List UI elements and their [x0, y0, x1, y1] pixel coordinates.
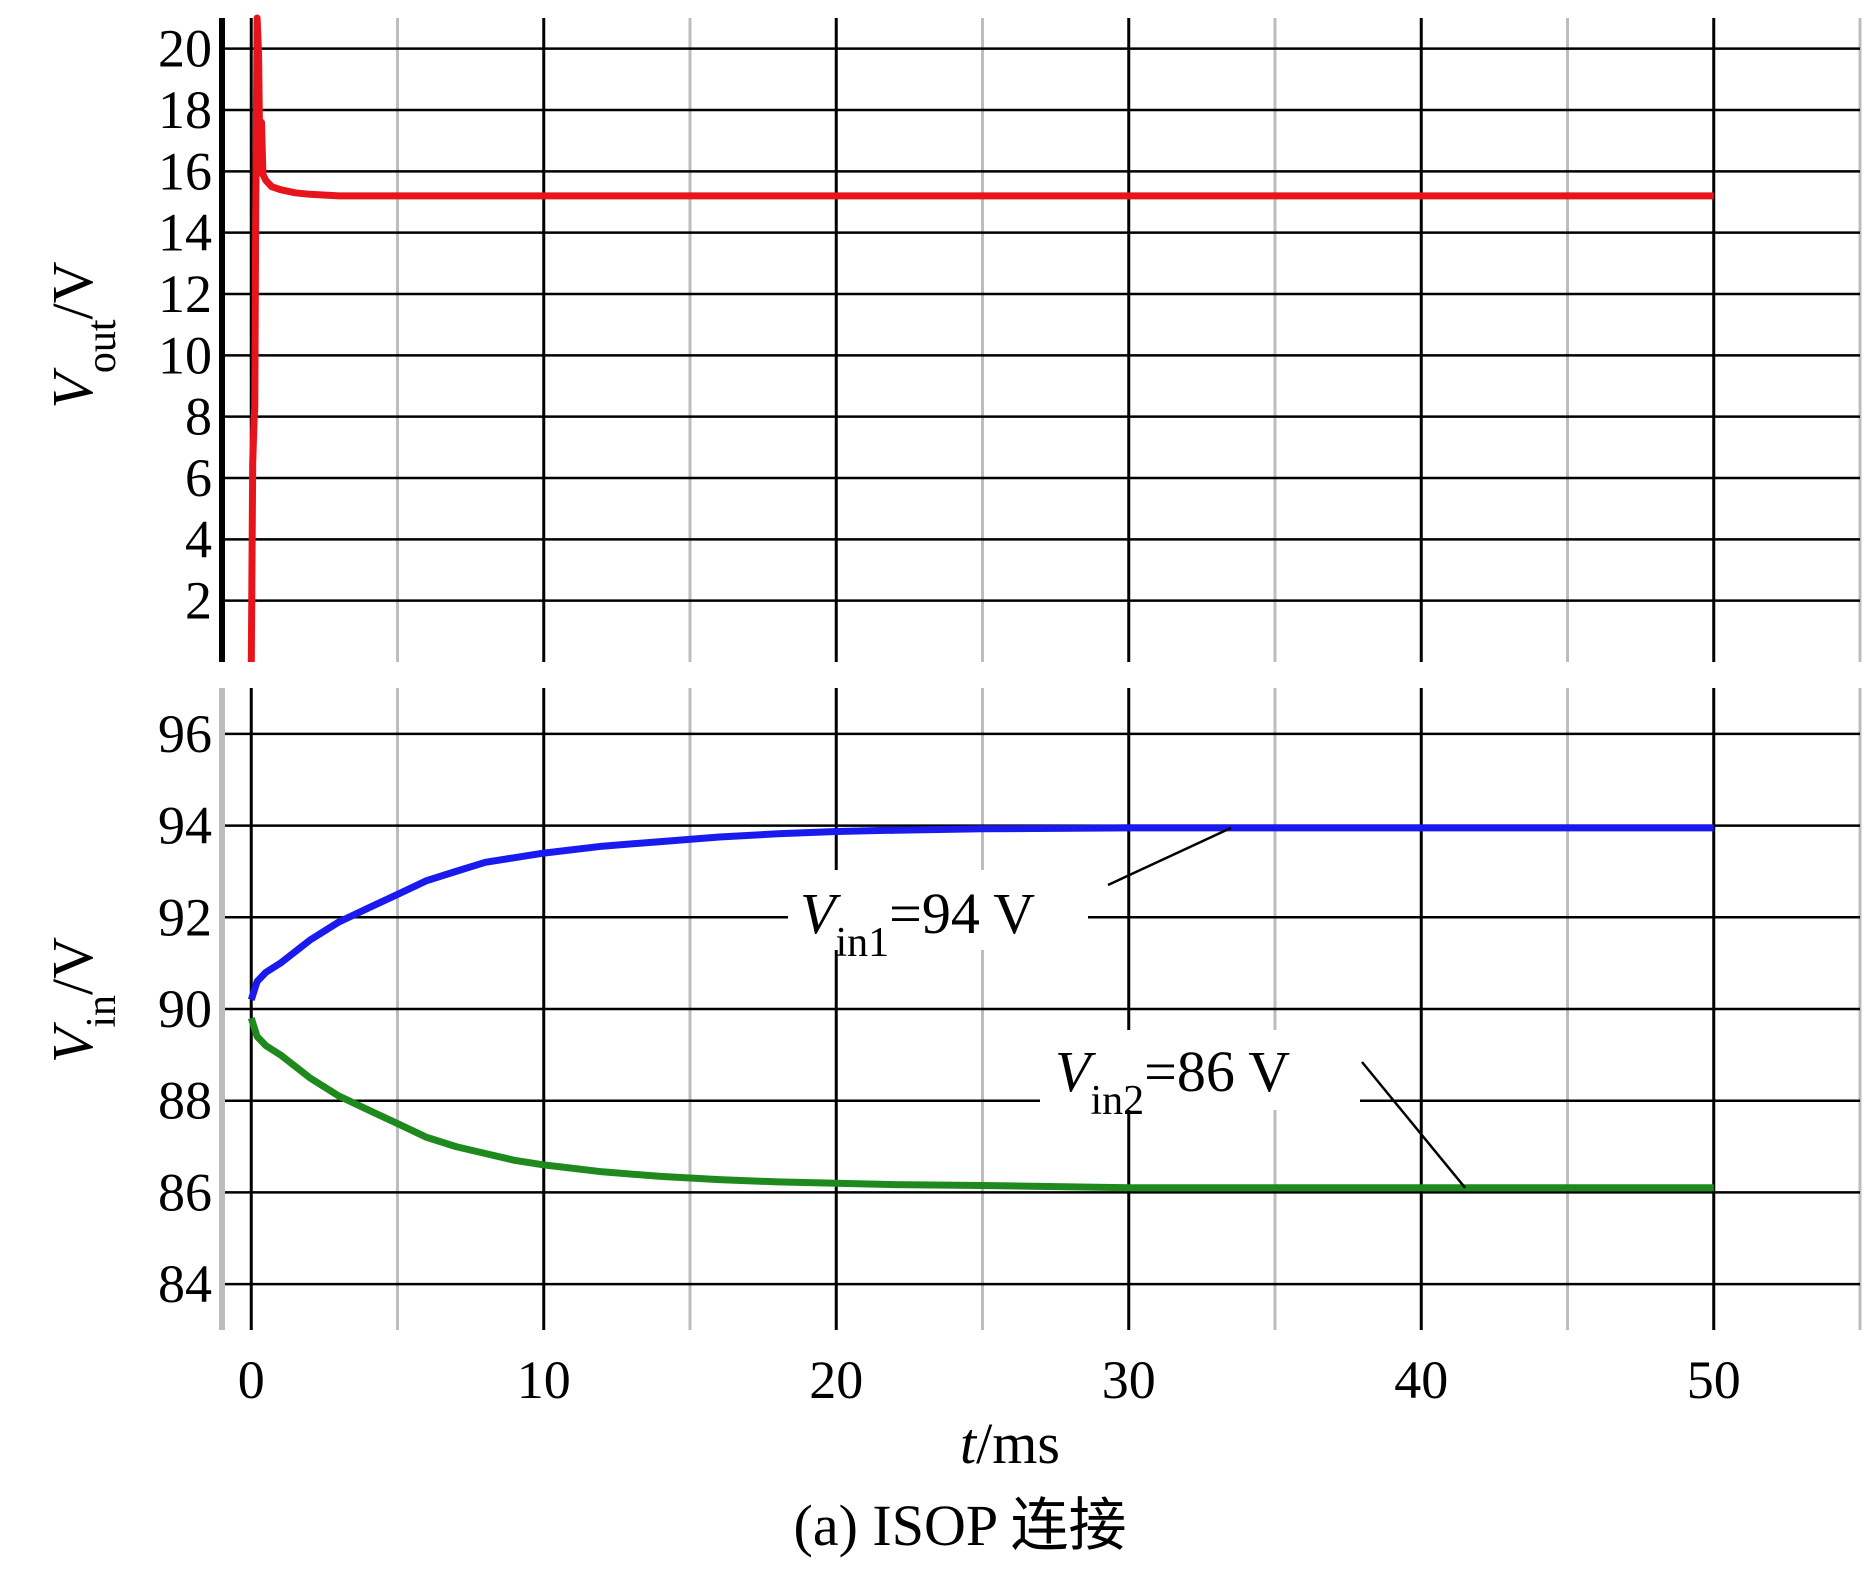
- vin2-annotation: Vin2=86 V: [1055, 1039, 1290, 1124]
- bottom-y-tick-label: 86: [158, 1162, 212, 1222]
- x-tick-label: 10: [517, 1350, 571, 1410]
- top-y-axis-title: Vout/V: [40, 261, 125, 408]
- vin1-leader-line: [1107, 826, 1232, 887]
- x-tick-label: 0: [238, 1350, 265, 1410]
- figure-caption: (a) ISOP 连接: [794, 1493, 1127, 1558]
- bottom-panel-grid: [219, 688, 1862, 1330]
- bottom-y-tick-label: 96: [158, 704, 212, 764]
- top-y-tick-label: 10: [158, 325, 212, 385]
- bottom-y-tick-label: 94: [158, 796, 212, 856]
- vin2-series-line: [247, 1017, 1714, 1192]
- top-y-tick-label: 20: [158, 19, 212, 79]
- vout-series-line: [247, 14, 1714, 663]
- vin1-label-bg: [788, 870, 1088, 950]
- vin2-label-bg: [1040, 1030, 1360, 1110]
- top-y-tick-label: 12: [158, 264, 212, 324]
- bottom-y-tick-label: 88: [158, 1071, 212, 1131]
- x-tick-label: 40: [1394, 1350, 1448, 1410]
- top-y-tick-label: 6: [185, 448, 212, 508]
- x-tick-label: 20: [809, 1350, 863, 1410]
- top-y-tick-label: 16: [158, 141, 212, 201]
- x-tick-label: 30: [1102, 1350, 1156, 1410]
- top-y-tick-label: 14: [158, 203, 212, 263]
- x-tick-label: 50: [1687, 1350, 1741, 1410]
- bottom-panel-series: [247, 824, 1714, 1192]
- top-panel-grid: [219, 18, 1862, 662]
- top-panel-series: [247, 14, 1714, 663]
- bottom-y-tick-label: 84: [158, 1254, 212, 1314]
- bottom-y-tick-label: 90: [158, 979, 212, 1039]
- bottom-y-tick-label: 92: [158, 887, 212, 947]
- bottom-y-axis-title: Vin/V: [40, 937, 125, 1063]
- vin1-annotation: Vin1=94 V: [800, 881, 1035, 966]
- top-y-tick-label: 2: [185, 571, 212, 631]
- top-y-tick-label: 18: [158, 80, 212, 140]
- top-y-tick-label: 8: [185, 387, 212, 447]
- x-axis-title: t/ms: [960, 1411, 1060, 1476]
- vin1-series-line: [247, 824, 1714, 1001]
- top-y-tick-label: 4: [185, 509, 212, 569]
- vin2-leader-line: [1361, 1061, 1467, 1189]
